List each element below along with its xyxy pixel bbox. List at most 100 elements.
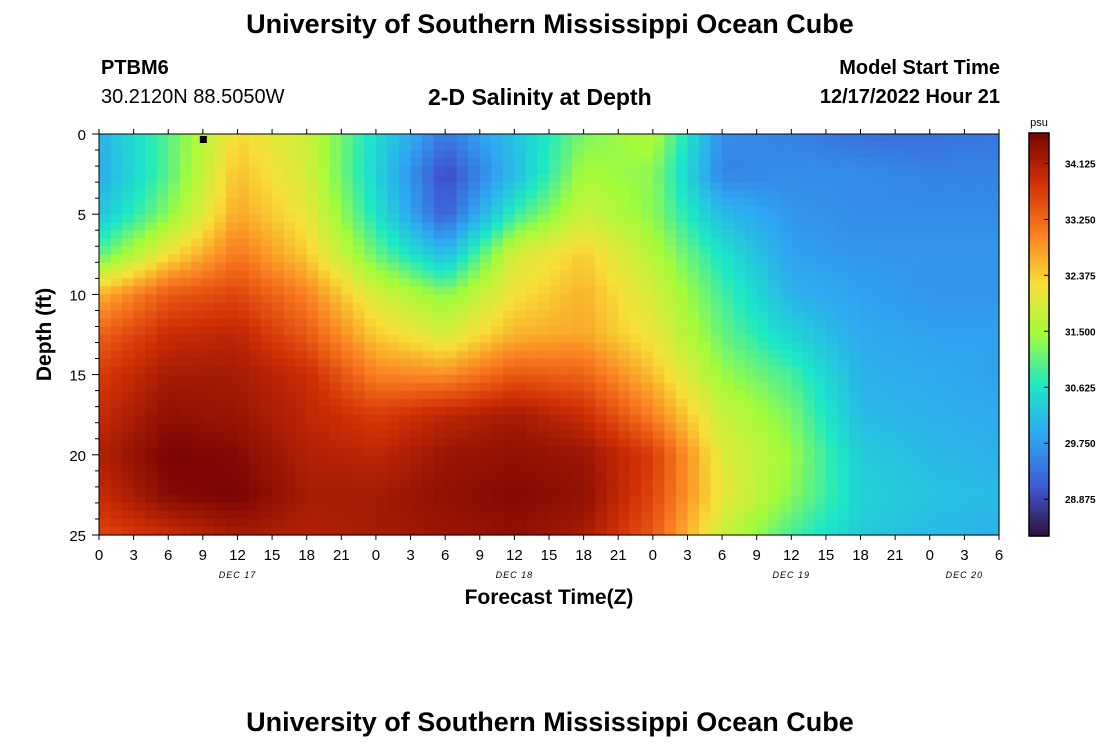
heatmap-cell <box>929 526 942 536</box>
heatmap-cell <box>399 182 412 191</box>
heatmap-cell <box>837 510 850 520</box>
heatmap-cell <box>606 446 619 456</box>
heatmap-cell <box>110 478 123 488</box>
heatmap-cell <box>710 158 723 167</box>
heatmap-cell <box>191 222 204 231</box>
heatmap-cell <box>329 366 342 376</box>
heatmap-cell <box>802 222 815 231</box>
heatmap-cell <box>168 302 181 312</box>
heatmap-cell <box>156 198 169 207</box>
heatmap-cell <box>456 494 469 504</box>
heatmap-cell <box>606 494 619 504</box>
heatmap-cell <box>272 422 285 432</box>
heatmap-cell <box>664 462 677 472</box>
heatmap-cell <box>479 374 492 384</box>
heatmap-cell <box>641 390 654 400</box>
heatmap-cell <box>964 470 977 480</box>
heatmap-cell <box>502 406 515 416</box>
heatmap-cell <box>849 310 862 320</box>
heatmap-cell <box>941 390 954 400</box>
heatmap-cell <box>929 254 942 263</box>
heatmap-cell <box>145 366 158 376</box>
heatmap-cell <box>133 230 146 239</box>
heatmap-cell <box>675 406 689 416</box>
heatmap-cell <box>895 414 908 424</box>
heatmap-cell <box>249 446 262 456</box>
heatmap-cell <box>825 134 839 143</box>
heatmap-cell <box>122 134 135 143</box>
heatmap-cell <box>491 198 504 207</box>
heatmap-cell <box>941 214 954 223</box>
heatmap-cell <box>618 502 631 512</box>
heatmap-cell <box>699 294 712 304</box>
heatmap-cell <box>825 286 839 295</box>
heatmap-cell <box>479 286 492 295</box>
heatmap-cell <box>468 246 481 255</box>
heatmap-cell <box>572 278 585 287</box>
heatmap-cell <box>214 246 227 255</box>
x-tick-label: 9 <box>753 547 761 564</box>
heatmap-cell <box>479 430 492 440</box>
heatmap-cell <box>837 438 850 448</box>
heatmap-cell <box>456 278 469 287</box>
heatmap-cell <box>929 470 942 480</box>
heatmap-cell <box>456 478 469 488</box>
heatmap-cell <box>202 462 215 472</box>
heatmap-cell <box>202 494 215 504</box>
heatmap-cell <box>987 310 1000 320</box>
heatmap-cell <box>629 382 642 392</box>
heatmap-cell <box>341 350 354 360</box>
heatmap-cell <box>225 190 239 199</box>
heatmap-cell <box>179 286 192 295</box>
heatmap-cell <box>410 142 423 151</box>
heatmap-cell <box>318 134 331 143</box>
heatmap-cell <box>825 454 839 464</box>
heatmap-cell <box>987 326 1000 336</box>
heatmap-cell <box>756 382 769 392</box>
heatmap-cell <box>387 278 400 287</box>
heatmap-cell <box>964 454 977 464</box>
heatmap-cell <box>537 134 550 143</box>
heatmap-cell <box>410 478 423 488</box>
heatmap-cell <box>422 174 435 183</box>
heatmap-cell <box>295 174 308 183</box>
heatmap-cell <box>318 302 331 312</box>
heatmap-cell <box>525 230 539 239</box>
heatmap-cell <box>168 326 181 336</box>
heatmap-cell <box>791 486 804 496</box>
heatmap-cell <box>722 342 735 352</box>
heatmap-cell <box>906 366 919 376</box>
heatmap-cell <box>860 278 873 287</box>
heatmap-cell <box>525 214 539 223</box>
heatmap-cell <box>133 398 146 408</box>
heatmap-cell <box>791 454 804 464</box>
heatmap-cell <box>872 254 885 263</box>
heatmap-cell <box>295 486 308 496</box>
heatmap-cell <box>629 454 642 464</box>
heatmap-cell <box>687 406 700 416</box>
heatmap-cell <box>156 238 169 247</box>
heatmap-cell <box>595 166 608 175</box>
heatmap-cell <box>664 310 677 320</box>
heatmap-cell <box>156 414 169 424</box>
heatmap-cell <box>295 430 308 440</box>
heatmap-cell <box>422 358 435 368</box>
heatmap-cell <box>549 462 562 472</box>
heatmap-cell <box>975 158 989 167</box>
heatmap-cell <box>399 374 412 384</box>
heatmap-cell <box>249 254 262 263</box>
heatmap-cell <box>502 502 515 512</box>
heatmap-cell <box>214 294 227 304</box>
heatmap-cell <box>99 302 112 312</box>
heatmap-cell <box>595 310 608 320</box>
colorbar-tick-label: 29.750 <box>1065 439 1096 450</box>
heatmap-cell <box>710 382 723 392</box>
heatmap-cell <box>895 478 908 488</box>
heatmap-cell <box>675 270 689 279</box>
heatmap-cell <box>837 302 850 312</box>
heatmap-cell <box>918 310 931 320</box>
heatmap-cell <box>491 294 504 304</box>
heatmap-cell <box>525 502 539 512</box>
heatmap-cell <box>283 486 296 496</box>
heatmap-cell <box>779 374 792 384</box>
